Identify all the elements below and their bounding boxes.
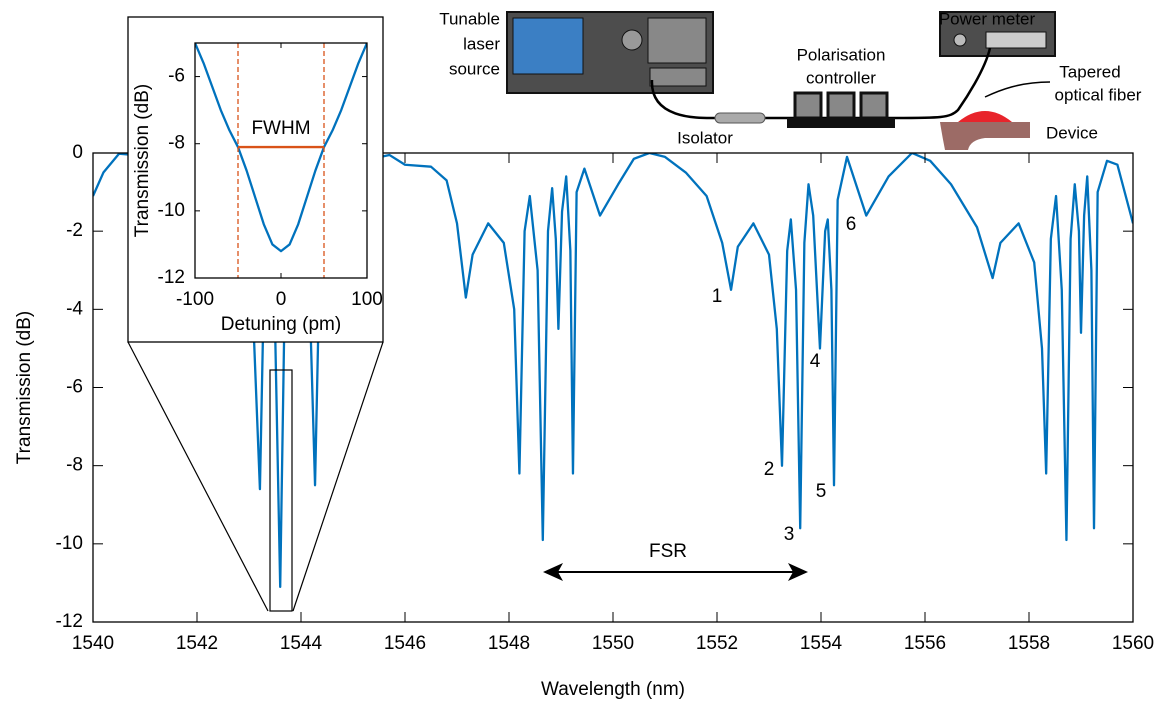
inset-background: [127, 16, 384, 343]
x-tick-label: 1558: [1008, 633, 1050, 654]
fiber: [650, 47, 992, 120]
annotation: 2: [764, 459, 775, 480]
y-tick-label: -10: [56, 533, 83, 554]
y-axis-label: Transmission (dB): [14, 311, 35, 464]
setup-schematic: Tunable laser source Power meter Polaris…: [439, 9, 1142, 150]
x-tick-label: 1542: [176, 633, 218, 654]
x-tick-label: 100: [351, 289, 383, 310]
paddle: [859, 91, 889, 120]
y-tick-label: -8: [168, 133, 185, 154]
y-tick-label: -2: [66, 220, 83, 241]
fsr-arrow: [543, 563, 808, 581]
y-tick-label: -10: [158, 200, 185, 221]
setup-label: source: [449, 59, 500, 78]
controller-base: [787, 118, 895, 128]
isolator-body: [714, 112, 766, 124]
setup-label: Tunable: [439, 9, 500, 28]
zoom-box: [269, 369, 293, 612]
fiber-pointer: [984, 81, 1051, 98]
power-meter-ports: [985, 31, 1047, 49]
y-tick-label: -6: [168, 66, 185, 87]
x-tick-label: 1544: [280, 633, 323, 654]
x-tick-label: 1552: [696, 633, 738, 654]
y-tick-label: 0: [72, 142, 83, 163]
y-tick-label: -6: [66, 377, 83, 398]
annotation: 1: [712, 286, 723, 307]
y-tick-label: -4: [66, 298, 83, 319]
zoom-line: [292, 341, 384, 612]
paddle: [793, 91, 823, 120]
laser-screen: [512, 17, 584, 75]
x-tick-label: 1548: [488, 633, 530, 654]
paddle: [826, 91, 856, 120]
laser-knob: [621, 29, 643, 51]
x-tick-label: -100: [176, 289, 214, 310]
plot-area: [195, 43, 367, 278]
device-resonator: [958, 111, 1012, 122]
x-axis-label: Detuning (pm): [221, 314, 341, 335]
x-axis-label: Wavelength (nm): [541, 679, 685, 700]
setup-label: Polarisation: [797, 45, 886, 64]
annotation: 6: [846, 214, 857, 235]
x-tick-label: 1550: [592, 633, 634, 654]
setup-label: laser: [463, 34, 500, 53]
setup-label: controller: [806, 68, 876, 87]
setup-label: Device: [1046, 123, 1098, 142]
x-tick-label: 1556: [904, 633, 946, 654]
x-tick-label: 1546: [384, 633, 426, 654]
setup-label: Power meter: [939, 9, 1036, 28]
controller-paddles: [793, 91, 889, 120]
laser-panel: [647, 17, 707, 64]
device-substrate: [940, 122, 1030, 150]
x-tick-label: 1560: [1112, 633, 1154, 654]
x-tick-label: 1540: [72, 633, 114, 654]
main-chart: 1540 1542 1544 1546 1548 1550 1552 1554 1556 1558…: [14, 142, 1154, 700]
x-tick-label: 0: [276, 289, 287, 310]
annotation: 3: [784, 524, 795, 545]
zoom-line: [127, 341, 269, 612]
y-tick-label: -12: [158, 267, 185, 288]
y-tick-label: -12: [56, 611, 83, 632]
zoom-indicator: [127, 341, 384, 612]
y-tick-label: -8: [66, 455, 83, 476]
x-tick-label: 1554: [800, 633, 843, 654]
setup-label: Tapered: [1059, 62, 1120, 81]
data-line: [195, 43, 367, 253]
inset-chart: FWHM -100 0 100 -6 -8 -10 -12 Detuning (pm) Trans…: [132, 42, 383, 335]
annotation: 5: [816, 481, 827, 502]
annotation: FSR: [649, 541, 687, 562]
setup-label: optical fiber: [1055, 85, 1142, 104]
laser-output: [649, 67, 707, 87]
fwhm-label: FWHM: [251, 118, 310, 139]
y-axis-label: Transmission (dB): [132, 84, 153, 237]
power-meter-knob: [953, 33, 967, 47]
setup-label: Isolator: [677, 128, 733, 147]
annotation: 4: [810, 351, 821, 372]
